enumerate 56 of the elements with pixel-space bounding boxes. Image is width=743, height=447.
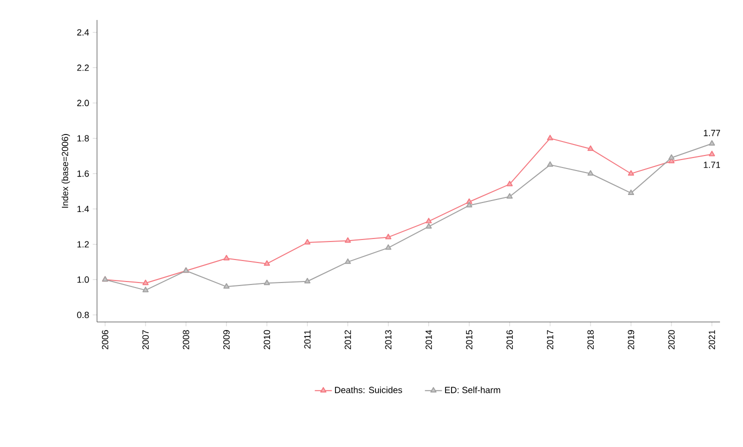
y-tick-label: 0.8 xyxy=(77,312,89,318)
annotation: 1.71 xyxy=(704,162,720,168)
point xyxy=(547,161,554,167)
point xyxy=(466,202,472,208)
point xyxy=(264,280,270,286)
x-tick-label: 2021 xyxy=(708,330,716,350)
point xyxy=(668,154,675,160)
x-tick-label: 2013 xyxy=(385,330,392,350)
y-tick-label: 1.4 xyxy=(77,206,89,212)
point xyxy=(708,150,716,156)
y-tick-label: 1.6 xyxy=(77,170,89,177)
y-axis-title: Index (base=2006) xyxy=(62,134,70,208)
x-tick-label: 2014 xyxy=(426,330,432,350)
legend-label: ED: Self-harm xyxy=(445,386,500,394)
x-tick-label: 2016 xyxy=(506,330,513,350)
x-tick-label: 2011 xyxy=(304,330,311,349)
x-tick-label: 2007 xyxy=(142,330,149,350)
legend-label: Deaths: Suicides xyxy=(335,386,402,394)
point xyxy=(142,280,149,286)
y-tick-label: 2.2 xyxy=(77,64,89,71)
point xyxy=(426,223,432,229)
x-tick-label: 2006 xyxy=(102,330,108,350)
annotation: 1.77 xyxy=(704,130,720,136)
y-tick-label: 2.0 xyxy=(77,100,89,106)
y-tick-label: 1.2 xyxy=(77,241,89,248)
point xyxy=(587,145,594,151)
point xyxy=(264,260,270,266)
point xyxy=(385,244,392,250)
point xyxy=(628,190,634,196)
point xyxy=(506,180,513,186)
x-tick-label: 2012 xyxy=(344,330,352,350)
y-tick-label: 2.4 xyxy=(77,29,89,36)
point xyxy=(426,218,432,224)
point xyxy=(304,239,310,245)
x-tick-label: 2010 xyxy=(264,330,270,350)
point xyxy=(223,254,230,260)
point xyxy=(142,286,149,292)
point xyxy=(587,170,594,176)
point xyxy=(547,134,554,140)
x-tick-label: 2009 xyxy=(223,330,230,350)
x-tick-label: 2017 xyxy=(546,330,554,350)
x-tick-label: 2020 xyxy=(668,330,675,350)
point xyxy=(344,258,351,264)
point xyxy=(223,283,230,289)
point xyxy=(506,193,513,199)
point xyxy=(344,237,351,243)
x-tick-label: 2008 xyxy=(182,330,190,350)
x-tick-label: 2015 xyxy=(466,330,472,350)
point xyxy=(385,234,392,240)
x-tick-label: 2018 xyxy=(587,330,594,350)
y-tick-label: 1.8 xyxy=(77,135,89,142)
point xyxy=(628,170,634,176)
point xyxy=(304,278,310,284)
point xyxy=(708,140,716,146)
y-tick-label: 1.0 xyxy=(77,276,89,283)
x-tick-label: 2019 xyxy=(628,330,634,350)
